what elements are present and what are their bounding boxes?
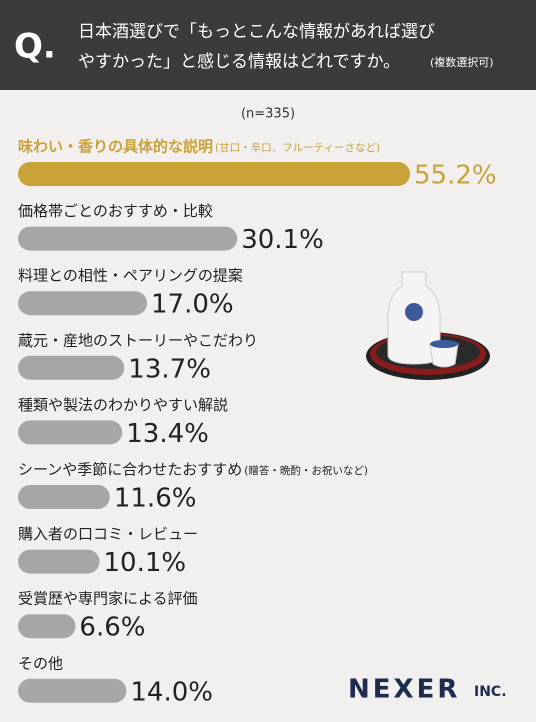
title-note: (複数選択可) <box>430 55 494 69</box>
subtitle: (n=335) <box>241 107 295 122</box>
title-line: やすかった」と感じる情報はどれですか。 <box>78 52 400 72</box>
value-label: 10.1% <box>104 548 187 578</box>
bar <box>18 291 148 316</box>
bar <box>18 226 238 251</box>
title-line: 日本酒選びで「もっとこんな情報があれば選び <box>78 22 435 42</box>
value-label: 6.6% <box>79 613 145 643</box>
question-mark: Q. <box>14 27 56 67</box>
bar <box>18 549 100 574</box>
value-label: 13.4% <box>126 419 209 449</box>
category-label: シーンや季節に合わせたおすすめ <box>18 461 242 479</box>
value-label: 11.6% <box>114 484 197 514</box>
category-label: 蔵元・産地のストーリーやこだわり <box>18 331 258 349</box>
brand-suffix: INC. <box>474 684 507 700</box>
category-label: 料理との相性・ペアリングの提案 <box>18 267 243 285</box>
value-label: 14.0% <box>130 677 213 707</box>
category-label: 種類や製法のわかりやすい解説 <box>18 396 228 414</box>
bar <box>18 355 125 380</box>
brand: NEXER <box>348 675 460 705</box>
category-label: その他 <box>18 654 63 672</box>
value-label: 13.7% <box>128 354 211 384</box>
bar <box>18 162 410 186</box>
header <box>0 0 536 90</box>
category-label: 味わい・香りの具体的な説明 <box>18 138 213 156</box>
category-label: 受賞歴や専門家による評価 <box>18 590 198 608</box>
bar <box>18 678 127 703</box>
bar <box>18 420 123 445</box>
value-label: 55.2% <box>414 161 497 191</box>
bar <box>18 614 76 639</box>
category-label: 価格帯ごとのおすすめ・比較 <box>18 202 213 220</box>
category-note: (甘口・辛口、フルーティーさなど) <box>215 141 380 154</box>
sake-illustration <box>366 271 490 380</box>
value-label: 17.0% <box>151 290 234 320</box>
bar <box>18 485 110 509</box>
value-label: 30.1% <box>241 225 324 255</box>
category-label: 購入者の口コミ・レビュー <box>18 525 198 543</box>
category-note: (贈答・晩酌・お祝いなど) <box>244 464 368 477</box>
